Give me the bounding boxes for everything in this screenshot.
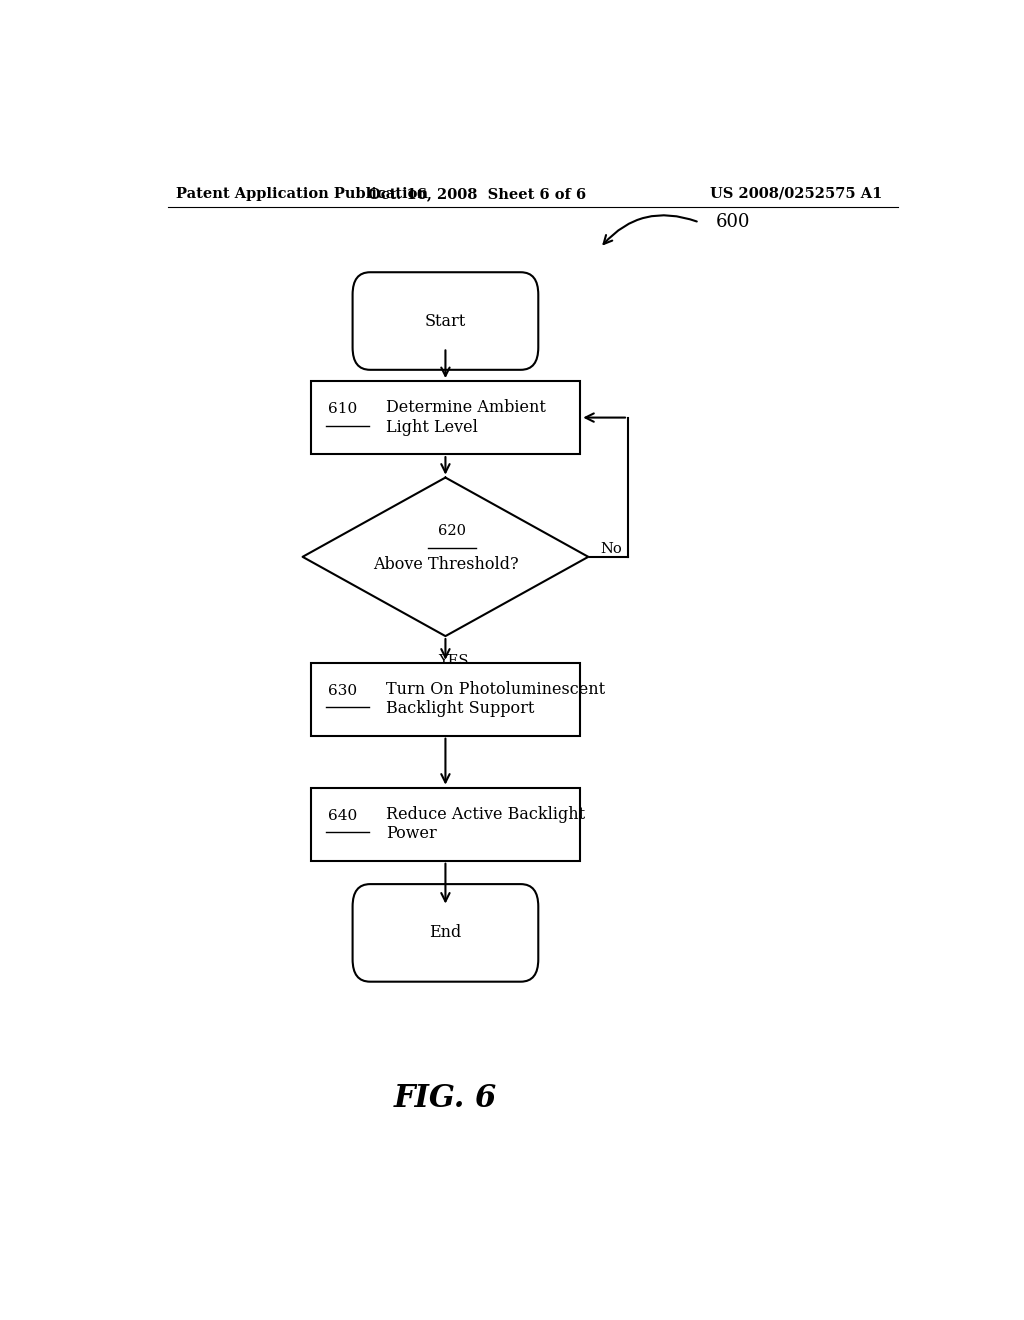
Text: YES: YES [438,655,469,668]
Text: 610: 610 [328,403,357,416]
Text: Oct. 16, 2008  Sheet 6 of 6: Oct. 16, 2008 Sheet 6 of 6 [368,187,587,201]
Text: 630: 630 [328,684,357,698]
Text: Above Threshold?: Above Threshold? [373,557,518,573]
Text: Patent Application Publication: Patent Application Publication [176,187,428,201]
Text: Start: Start [425,313,466,330]
FancyBboxPatch shape [352,884,539,982]
Text: 640: 640 [328,809,357,822]
Text: Reduce Active Backlight
Power: Reduce Active Backlight Power [386,805,585,842]
Text: 620: 620 [438,524,466,539]
Bar [310,788,581,861]
Text: No: No [600,541,622,556]
Bar [310,663,581,735]
Text: Turn On Photoluminescent
Backlight Support: Turn On Photoluminescent Backlight Suppo… [386,681,605,718]
Text: US 2008/0252575 A1: US 2008/0252575 A1 [710,187,882,201]
Polygon shape [303,478,588,636]
FancyBboxPatch shape [352,272,539,370]
Text: FIG. 6: FIG. 6 [394,1084,497,1114]
Text: Determine Ambient
Light Level: Determine Ambient Light Level [386,399,546,436]
Text: End: End [429,924,462,941]
Text: 600: 600 [715,214,750,231]
Bar [310,381,581,454]
